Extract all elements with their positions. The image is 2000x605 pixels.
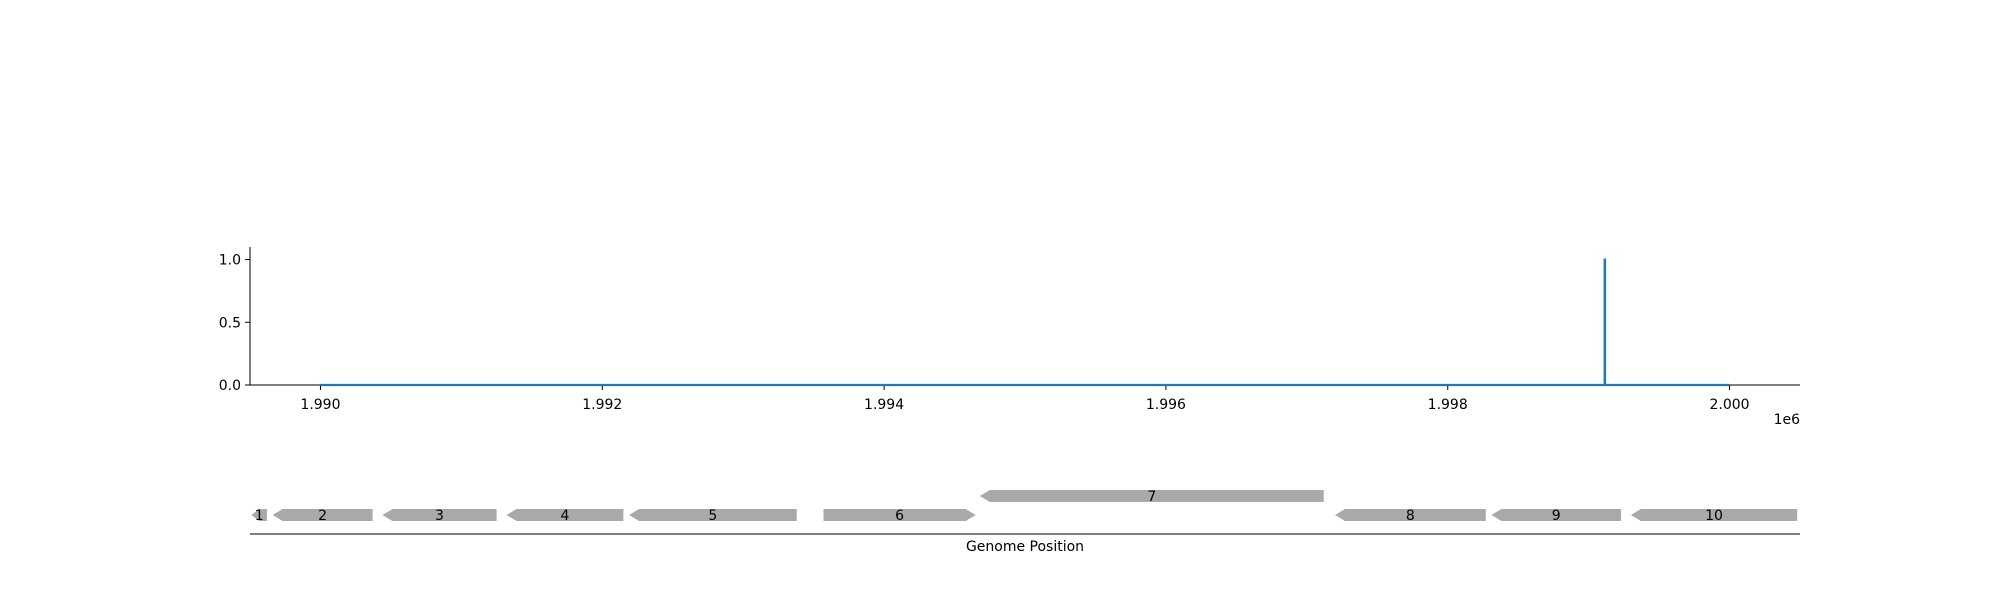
- gene-arrow: [979, 490, 1324, 502]
- x-ticks: 1.990 1.992 1.994 1.996 1.998 2.000: [300, 385, 1750, 413]
- gene-arrow: [1335, 509, 1486, 521]
- x-axis-title: Genome Position: [966, 539, 1084, 555]
- x-offset-label: 1e6: [1774, 412, 1801, 428]
- gene-label: 5: [708, 508, 717, 524]
- genes-layer: 1 2 3 4 5 6 7 8 9 10: [251, 489, 1798, 524]
- gene-track: 1 2 3 4 5 6 7 8 9 10 Genome Position: [250, 489, 1800, 555]
- gene-arrow: [382, 509, 497, 521]
- gene-label: 1: [255, 508, 264, 524]
- gene-arrow: [1491, 509, 1622, 521]
- gene-label: 7: [1147, 489, 1156, 505]
- y-ticks: 0.0 0.5 1.0: [219, 253, 250, 394]
- x-tick-label: 1.990: [300, 397, 340, 413]
- coverage-series-line: [320, 258, 1730, 387]
- coverage-plot: 1.990 1.992 1.994 1.996 1.998 2.000 0.0 0.5 1.0…: [219, 247, 1800, 428]
- x-tick-label: 1.992: [582, 397, 622, 413]
- x-tick-label: 1.998: [1428, 397, 1468, 413]
- series-layer: [320, 258, 1730, 387]
- gene-label: 2: [318, 508, 327, 524]
- gene-label: 3: [435, 508, 444, 524]
- gene-arrow: [1630, 509, 1798, 521]
- gene-arrow: [251, 509, 267, 521]
- gene-label: 4: [560, 508, 569, 524]
- gene-arrow: [272, 509, 373, 521]
- y-tick-label: 1.0: [219, 253, 241, 269]
- x-tick-label: 1.994: [864, 397, 904, 413]
- gene-label: 8: [1406, 508, 1415, 524]
- x-tick-label: 1.996: [1146, 397, 1186, 413]
- y-tick-label: 0.0: [219, 378, 241, 394]
- gene-arrow: [506, 509, 624, 521]
- gene-arrow: [823, 509, 976, 521]
- gene-label: 9: [1552, 508, 1561, 524]
- x-tick-label: 2.000: [1709, 397, 1749, 413]
- y-tick-label: 0.5: [219, 315, 241, 331]
- gene-label: 10: [1705, 508, 1723, 524]
- gene-label: 6: [895, 508, 904, 524]
- gene-arrow: [629, 509, 797, 521]
